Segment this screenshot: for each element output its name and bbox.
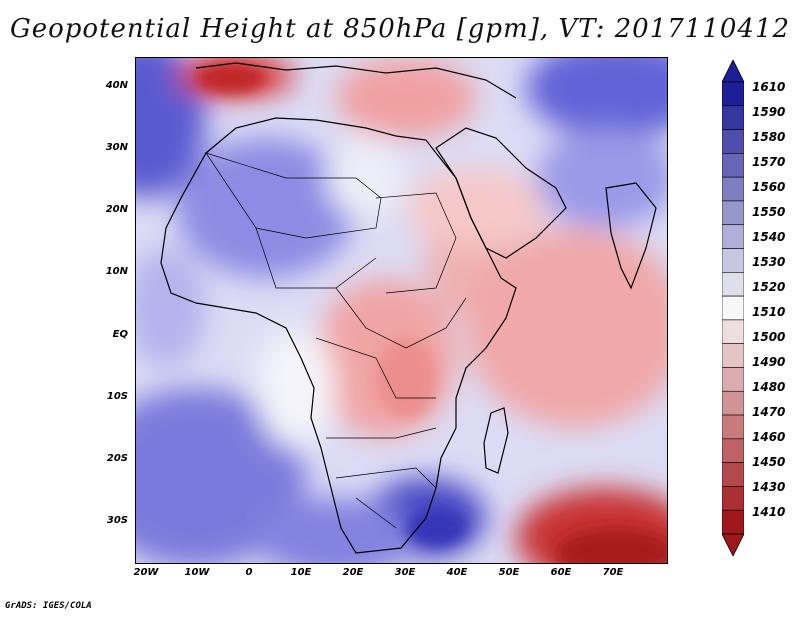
height-field (136, 58, 667, 563)
colorbar-cell (722, 129, 744, 154)
colorbar-label-1510: 1510 (752, 305, 786, 319)
colorbar-cells (722, 60, 744, 556)
colorbar-label-1550: 1550 (752, 205, 786, 219)
lat-label-30s: 30S (106, 515, 128, 526)
colorbar (722, 60, 744, 556)
lon-label-10w: 10W (184, 567, 210, 578)
lat-label-40n: 40N (105, 80, 128, 91)
lon-label-50e: 50E (498, 567, 520, 578)
country-borders (205, 152, 467, 529)
madagascar-coastline (483, 407, 509, 474)
colorbar-cell (722, 295, 744, 321)
lon-label-30e: 30E (394, 567, 416, 578)
colorbar-label-1610: 1610 (752, 80, 786, 94)
lat-label-20n: 20N (105, 204, 128, 215)
colorbar-cell (722, 81, 744, 107)
colorbar-cell (722, 343, 744, 368)
colorbar-label-1430: 1430 (752, 480, 786, 494)
coastlines (160, 62, 657, 554)
colorbar-cell (722, 509, 744, 535)
colorbar-cell (722, 105, 744, 130)
lon-label-10e: 10E (290, 567, 312, 578)
colorbar-cell (722, 390, 744, 416)
colorbar-label-1590: 1590 (752, 105, 786, 119)
map-title: Geopotential Height at 850hPa [gpm], VT:… (9, 14, 791, 44)
colorbar-cell (722, 486, 744, 511)
colorbar-label-1520: 1520 (752, 280, 786, 294)
europe-coastline (195, 62, 517, 99)
lon-label-0: 0 (245, 567, 253, 578)
colorbar-label-1570: 1570 (752, 155, 786, 169)
colorbar-cell (722, 367, 744, 392)
lon-label-60e: 60E (550, 567, 572, 578)
colorbar-label-1530: 1530 (752, 255, 786, 269)
colorbar-cell (722, 438, 744, 463)
colorbar-cell (722, 176, 744, 202)
geopotential-map (136, 58, 667, 563)
colorbar-label-1540: 1540 (752, 230, 786, 244)
lon-label-20w: 20W (133, 567, 159, 578)
colorbar-cell (722, 153, 744, 178)
africa-coastline (160, 117, 517, 554)
lat-label-30n: 30N (105, 142, 128, 153)
colorbar-top-arrow (722, 60, 744, 83)
colorbar-cell (722, 248, 744, 273)
lat-label-10n: 10N (105, 266, 128, 277)
lat-label-20s: 20S (106, 453, 128, 464)
colorbar-label-1480: 1480 (752, 380, 786, 394)
india-coastline (605, 182, 657, 290)
colorbar-label-1470: 1470 (752, 405, 786, 419)
colorbar-cell (722, 272, 744, 297)
arabia-coastline (435, 127, 567, 259)
colorbar-label-1580: 1580 (752, 130, 786, 144)
colorbar-cell (722, 200, 744, 226)
colorbar-label-1490: 1490 (752, 355, 786, 369)
colorbar-label-1410: 1410 (752, 505, 786, 519)
lat-label-eq: EQ (112, 329, 128, 340)
colorbar-label-1450: 1450 (752, 455, 786, 469)
lon-label-20e: 20E (342, 567, 364, 578)
colorbar-cell (722, 319, 744, 344)
colorbar-label-1500: 1500 (752, 330, 786, 344)
colorbar-label-1460: 1460 (752, 430, 786, 444)
lon-label-70e: 70E (602, 567, 624, 578)
colorbar-label-1560: 1560 (752, 180, 786, 194)
colorbar-cell (722, 414, 744, 440)
colorbar-cell (722, 462, 744, 487)
map-plot-area (135, 57, 668, 564)
credit-text: GrADS: IGES/COLA (5, 601, 92, 611)
lat-label-10s: 10S (106, 391, 128, 402)
colorbar-bottom-arrow (722, 533, 744, 556)
colorbar-cell (722, 224, 744, 249)
lon-label-40e: 40E (446, 567, 468, 578)
